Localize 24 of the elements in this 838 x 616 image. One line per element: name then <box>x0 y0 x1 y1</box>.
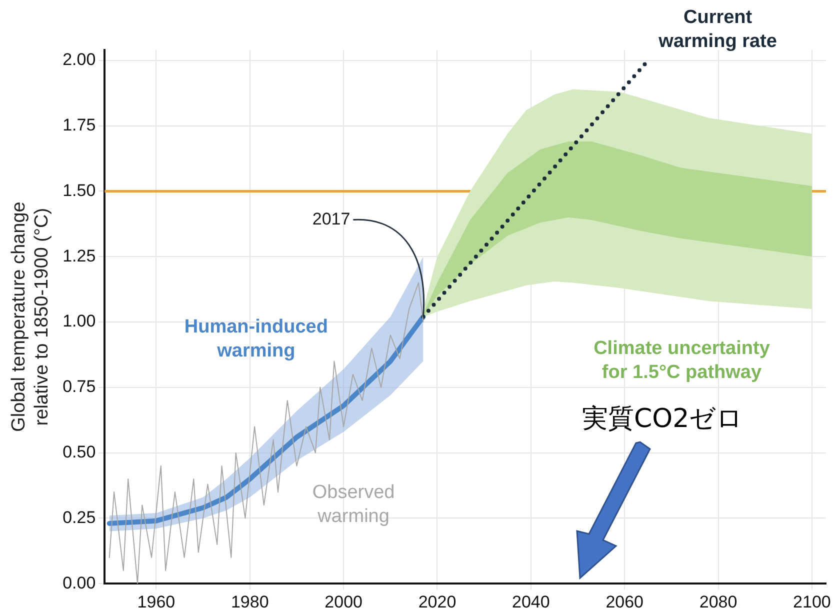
x-tick-label: 2080 <box>699 592 738 612</box>
y-axis-title: Global temperature change relative to 1850-1900 (°C) <box>8 202 52 432</box>
annotation: 2017 <box>312 209 350 228</box>
series-label: Current warming rate <box>658 7 777 52</box>
y-tick-label: 0.25 <box>62 508 96 527</box>
x-tick-label: 2100 <box>793 592 831 612</box>
y-tick-label: 1.50 <box>62 180 96 200</box>
y-tick-label: 0.50 <box>62 442 96 462</box>
x-tick-label: 2020 <box>418 592 456 612</box>
x-tick-label: 2060 <box>606 592 644 612</box>
y-tick-label: 0.00 <box>62 573 96 592</box>
y-tick-label: 0.75 <box>62 377 96 396</box>
x-tick-label: 1960 <box>137 592 176 612</box>
annotation: Climate uncertainty for 1.5°C pathway <box>594 338 770 384</box>
x-tick-label: 2000 <box>324 592 362 612</box>
text: Human-induced warming <box>184 316 328 362</box>
y-tick-label: 2.00 <box>62 50 96 70</box>
x-tick-label: 2040 <box>512 592 550 612</box>
y-tick-label: 1.00 <box>62 312 96 331</box>
series-label: Observed warming <box>312 482 395 528</box>
annotation: 実質CO2ゼロ <box>582 404 744 434</box>
x-tick-label: 1980 <box>230 592 269 612</box>
y-tick-label: 1.75 <box>62 116 96 135</box>
y-tick-label: 1.25 <box>62 246 96 266</box>
